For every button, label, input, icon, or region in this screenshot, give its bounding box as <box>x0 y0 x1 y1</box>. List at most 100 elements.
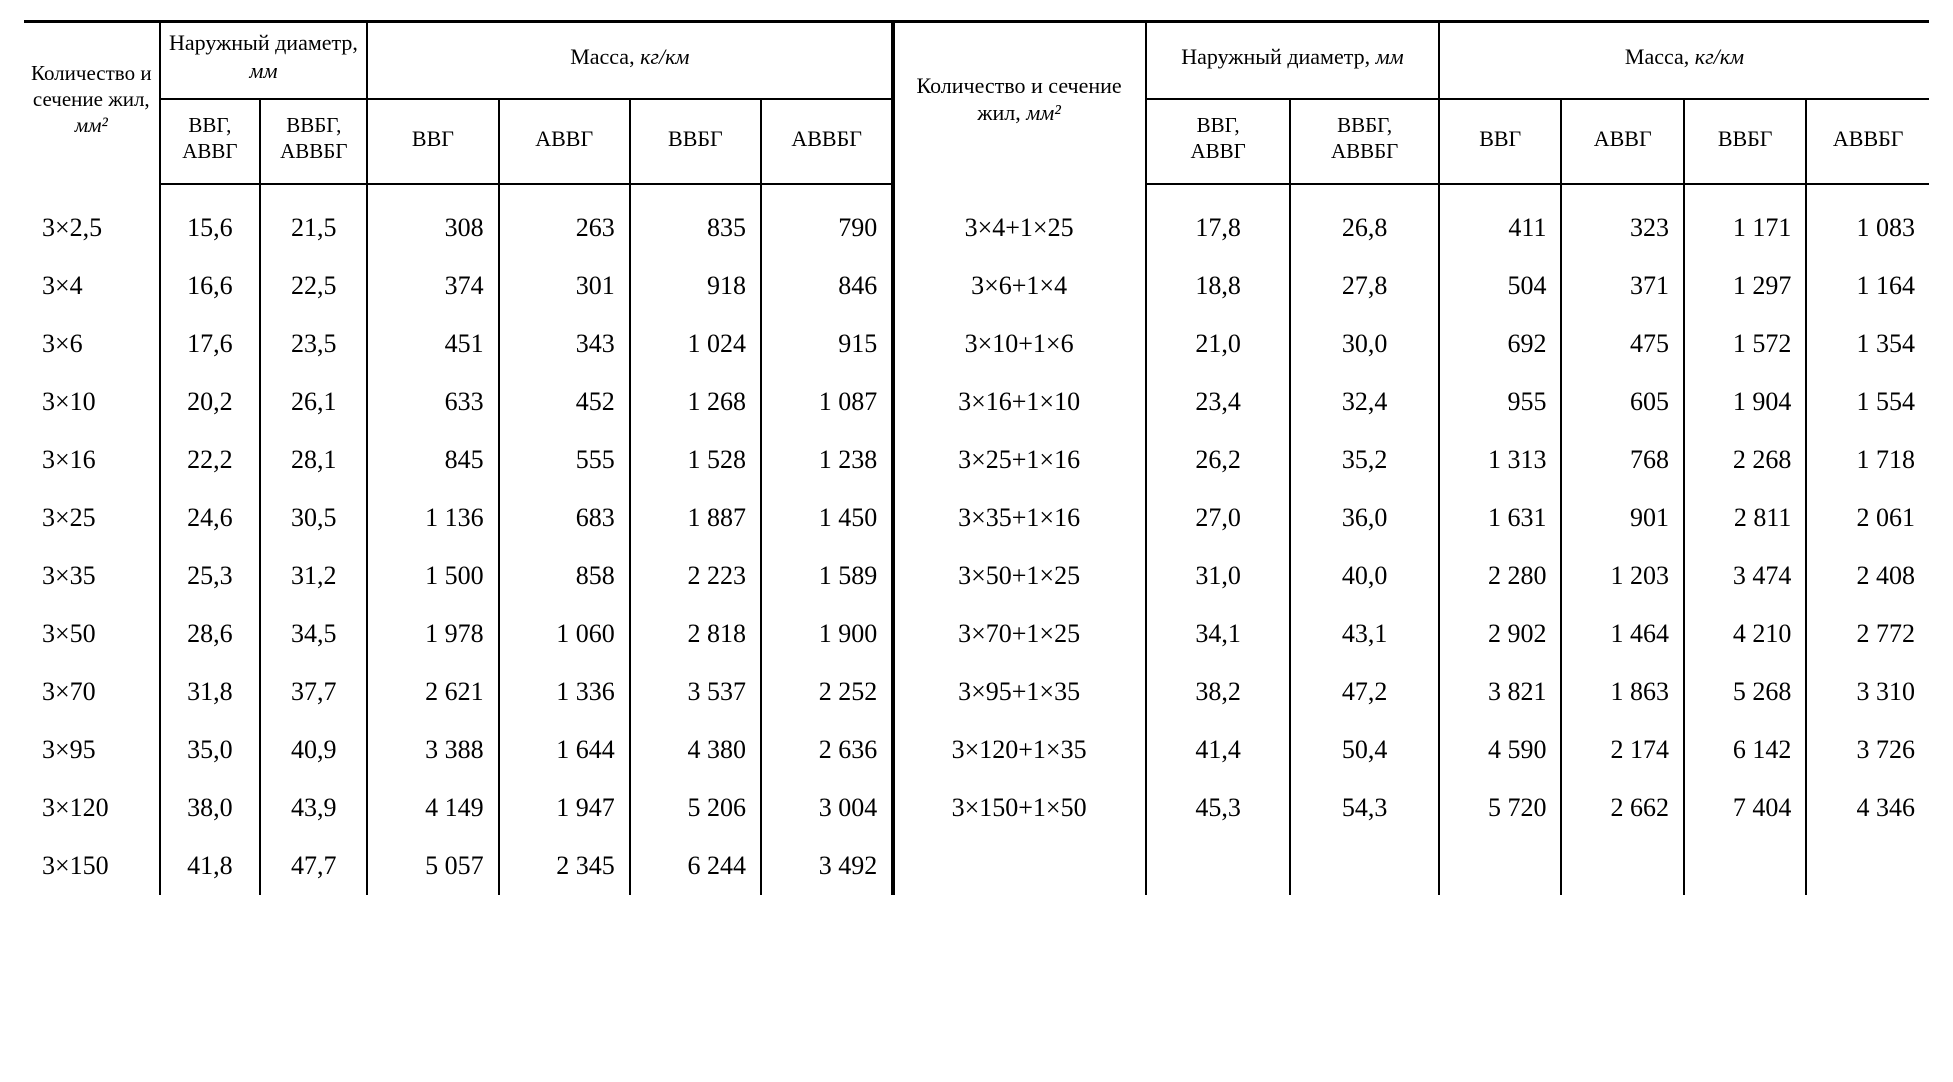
table-cell: 1 136 <box>367 489 498 547</box>
table-cell: 3×16+1×10 <box>892 373 1146 431</box>
table-cell: 858 <box>499 547 630 605</box>
table-cell: 3×35+1×16 <box>892 489 1146 547</box>
table-cell: 1 354 <box>1806 315 1929 373</box>
table-cell: 27,0 <box>1146 489 1290 547</box>
table-cell <box>1561 837 1683 895</box>
table-cell: 3 388 <box>367 721 498 779</box>
table-cell: 263 <box>499 199 630 257</box>
table-cell: 768 <box>1561 431 1683 489</box>
hdr-left-diam: Наружный диаметр, мм <box>160 22 368 100</box>
table-cell: 43,9 <box>260 779 367 837</box>
table-cell: 23,5 <box>260 315 367 373</box>
table-cell: 2 223 <box>630 547 761 605</box>
table-cell: 45,3 <box>1146 779 1290 837</box>
table-cell: 22,2 <box>160 431 261 489</box>
table-cell: 5 206 <box>630 779 761 837</box>
hdr-left-m3: ВВБГ <box>630 99 761 184</box>
table-cell: 1 863 <box>1561 663 1683 721</box>
table-cell: 3×50 <box>24 605 160 663</box>
table-cell: 3 310 <box>1806 663 1929 721</box>
table-cell: 27,8 <box>1290 257 1439 315</box>
table-cell: 34,5 <box>260 605 367 663</box>
table-cell: 18,8 <box>1146 257 1290 315</box>
table-cell: 371 <box>1561 257 1683 315</box>
table-cell: 2 902 <box>1439 605 1561 663</box>
table-cell: 1 336 <box>499 663 630 721</box>
table-cell: 835 <box>630 199 761 257</box>
table-cell: 41,8 <box>160 837 261 895</box>
table-cell: 3 492 <box>761 837 892 895</box>
table-cell: 24,6 <box>160 489 261 547</box>
table-cell: 1 887 <box>630 489 761 547</box>
table-cell: 47,7 <box>260 837 367 895</box>
table-cell: 3×25 <box>24 489 160 547</box>
table-cell: 475 <box>1561 315 1683 373</box>
table-cell: 20,2 <box>160 373 261 431</box>
table-cell: 4 149 <box>367 779 498 837</box>
table-cell: 1 554 <box>1806 373 1929 431</box>
table-cell: 2 280 <box>1439 547 1561 605</box>
table-cell: 955 <box>1439 373 1561 431</box>
hdr-right-d1: ВВГ,АВВГ <box>1146 99 1290 184</box>
table-cell: 3×95 <box>24 721 160 779</box>
table-cell: 43,1 <box>1290 605 1439 663</box>
table-cell: 38,0 <box>160 779 261 837</box>
table-cell: 2 636 <box>761 721 892 779</box>
table-cell: 1 203 <box>1561 547 1683 605</box>
table-cell: 2 252 <box>761 663 892 721</box>
table-cell: 1 238 <box>761 431 892 489</box>
table-cell <box>1806 837 1929 895</box>
table-cell: 3×25+1×16 <box>892 431 1146 489</box>
table-cell: 7 404 <box>1684 779 1806 837</box>
table-cell: 17,6 <box>160 315 261 373</box>
table-cell: 1 450 <box>761 489 892 547</box>
table-cell: 1 083 <box>1806 199 1929 257</box>
table-cell: 1 978 <box>367 605 498 663</box>
table-cell: 2 408 <box>1806 547 1929 605</box>
table-cell: 3×16 <box>24 431 160 489</box>
table-cell: 323 <box>1561 199 1683 257</box>
table-cell: 3×120 <box>24 779 160 837</box>
table-cell: 3×10+1×6 <box>892 315 1146 373</box>
table-cell: 17,8 <box>1146 199 1290 257</box>
table-cell: 918 <box>630 257 761 315</box>
table-cell: 23,4 <box>1146 373 1290 431</box>
table-cell <box>892 837 1146 895</box>
table-cell: 28,6 <box>160 605 261 663</box>
table-cell: 16,6 <box>160 257 261 315</box>
table-cell: 692 <box>1439 315 1561 373</box>
table-cell: 3×70+1×25 <box>892 605 1146 663</box>
table-cell: 21,5 <box>260 199 367 257</box>
hdr-left-core: Количе­ство и сечение жил, мм² <box>24 22 160 184</box>
table-cell: 1 297 <box>1684 257 1806 315</box>
hdr-right-d2: ВВБГ,АВВБГ <box>1290 99 1439 184</box>
hdr-right-diam: Наружный диаметр, мм <box>1146 22 1439 100</box>
table-row: 3×1622,228,18455551 5281 2383×25+1×1626,… <box>24 431 1929 489</box>
table-row: 3×7031,837,72 6211 3363 5372 2523×95+1×3… <box>24 663 1929 721</box>
table-cell: 3×4 <box>24 257 160 315</box>
table-cell: 30,0 <box>1290 315 1439 373</box>
table-cell: 1 631 <box>1439 489 1561 547</box>
table-cell: 3×150+1×50 <box>892 779 1146 837</box>
table-cell: 504 <box>1439 257 1561 315</box>
table-cell: 308 <box>367 199 498 257</box>
table-cell: 1 024 <box>630 315 761 373</box>
table-cell: 1 589 <box>761 547 892 605</box>
table-row: 3×416,622,53743019188463×6+1×418,827,850… <box>24 257 1929 315</box>
table-cell: 31,0 <box>1146 547 1290 605</box>
hdr-left-m1: ВВГ <box>367 99 498 184</box>
hdr-left-m4: АВВБГ <box>761 99 892 184</box>
table-cell: 605 <box>1561 373 1683 431</box>
table-cell: 915 <box>761 315 892 373</box>
hdr-left-d1: ВВГ,АВВГ <box>160 99 261 184</box>
table-cell: 1 644 <box>499 721 630 779</box>
table-cell: 31,8 <box>160 663 261 721</box>
table-cell: 28,1 <box>260 431 367 489</box>
table-cell: 31,2 <box>260 547 367 605</box>
table-cell: 4 380 <box>630 721 761 779</box>
table-cell: 3×4+1×25 <box>892 199 1146 257</box>
table-cell: 555 <box>499 431 630 489</box>
table-cell: 1 900 <box>761 605 892 663</box>
table-cell: 374 <box>367 257 498 315</box>
table-cell: 1 313 <box>1439 431 1561 489</box>
